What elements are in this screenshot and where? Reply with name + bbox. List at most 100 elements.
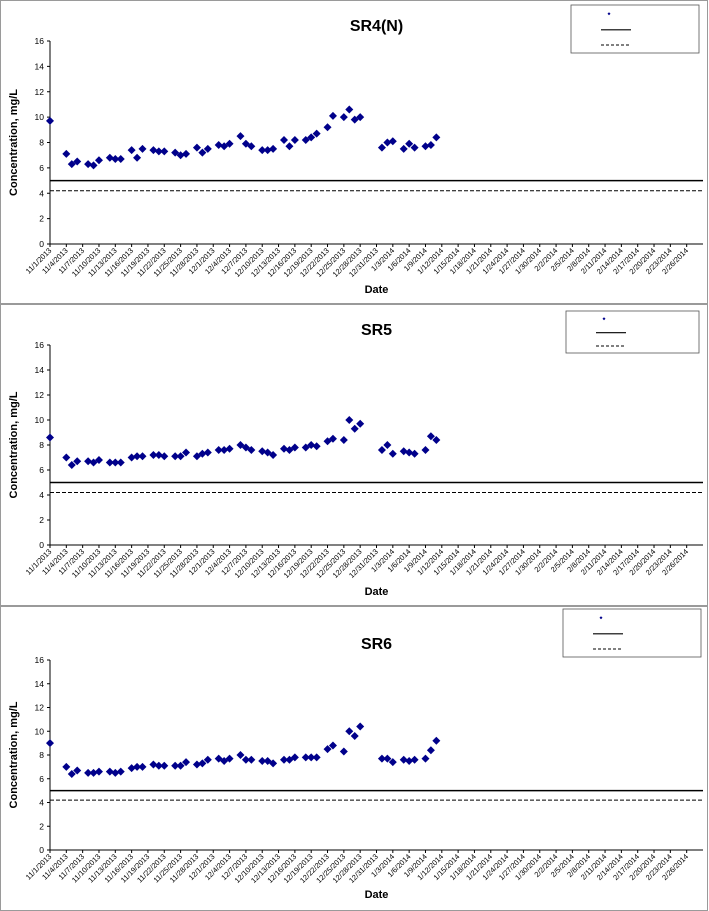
data-point <box>154 147 163 156</box>
data-point <box>388 758 397 767</box>
data-point <box>377 143 386 152</box>
y-tick-label: 6 <box>39 465 44 475</box>
data-point <box>269 144 278 153</box>
data-point <box>388 137 397 146</box>
data-point <box>350 424 359 433</box>
data-point <box>198 449 207 458</box>
y-tick-label: 6 <box>39 774 44 784</box>
data-point <box>388 449 397 458</box>
y-tick-label: 12 <box>35 703 45 713</box>
data-point <box>46 739 54 748</box>
data-point <box>138 762 147 771</box>
chart-panel-sr6: SR6 0 2 4 6 8 10 12 14 16 11/1/2013 11/4/2013 11/7/2… <box>0 606 708 911</box>
data-point <box>247 142 256 151</box>
data-point <box>149 451 158 459</box>
data-point <box>312 129 321 138</box>
data-point <box>339 436 348 444</box>
data-point <box>67 461 76 469</box>
data-point <box>258 146 267 155</box>
data-point <box>312 442 321 451</box>
data-point <box>405 139 414 148</box>
data-point <box>383 138 392 147</box>
y-tick-label: 10 <box>35 112 45 122</box>
data-point <box>225 444 234 453</box>
y-tick-label: 12 <box>35 87 45 97</box>
y-tick-label: 16 <box>35 36 45 46</box>
data-point <box>426 141 435 150</box>
data-point <box>127 453 136 462</box>
y-tick-label: 2 <box>39 515 44 525</box>
data-point <box>410 143 419 152</box>
data-point <box>421 754 430 763</box>
data-point <box>203 448 212 457</box>
y-tick-label: 14 <box>35 61 45 71</box>
data-point <box>127 764 136 773</box>
chart-svg-sr6: SR6024681012141611/1/201311/4/201311/7/2… <box>8 608 703 901</box>
data-point <box>111 458 120 467</box>
y-tick-label: 2 <box>39 821 44 831</box>
y-tick-label: 12 <box>35 390 45 400</box>
legend-marker <box>599 616 603 620</box>
data-point <box>307 441 316 449</box>
data-point <box>94 456 103 464</box>
data-point <box>301 753 310 762</box>
data-point <box>421 142 430 151</box>
y-tick-label: 10 <box>35 726 45 736</box>
data-point <box>203 144 212 153</box>
data-point <box>73 157 82 166</box>
data-point <box>225 754 234 763</box>
data-point <box>73 457 82 466</box>
data-point <box>345 105 354 114</box>
data-point <box>160 761 169 770</box>
data-point <box>241 755 250 764</box>
y-tick-label: 14 <box>35 679 45 689</box>
data-point <box>345 727 354 736</box>
data-point <box>312 753 321 762</box>
data-point <box>127 146 136 155</box>
data-point <box>182 758 191 767</box>
y-tick-label: 4 <box>39 490 44 500</box>
data-point <box>279 755 288 764</box>
data-point <box>377 446 386 454</box>
data-point <box>421 446 430 454</box>
data-point <box>410 449 419 458</box>
data-point <box>154 761 163 770</box>
data-point <box>171 761 180 770</box>
data-point <box>307 753 316 762</box>
data-point <box>339 747 348 756</box>
data-point <box>323 745 332 754</box>
data-point <box>111 154 120 163</box>
y-axis-label: Concentration, mg/L <box>8 391 20 498</box>
data-point <box>46 116 54 125</box>
data-point <box>133 762 142 771</box>
y-tick-label: 0 <box>39 239 44 249</box>
data-point <box>62 762 71 771</box>
chart-svg-sr4n: SR4(N)024681012141611/1/201311/4/201311/… <box>8 4 703 296</box>
data-point <box>89 161 98 170</box>
data-point <box>198 759 207 768</box>
data-point <box>290 753 299 762</box>
data-point <box>247 755 256 764</box>
y-tick-label: 16 <box>35 340 45 350</box>
y-tick-label: 4 <box>39 188 44 198</box>
data-point <box>149 760 158 769</box>
legend-marker <box>607 12 611 16</box>
data-point <box>111 768 120 777</box>
data-point <box>116 458 125 467</box>
data-point <box>160 147 169 156</box>
data-point <box>105 458 114 467</box>
chart-title: SR4(N) <box>350 18 403 35</box>
y-tick-label: 16 <box>35 655 45 665</box>
chart-panel-sr5: SR5 0 2 4 6 8 10 12 14 16 11/1/2013 11/4/2013 11/7/2… <box>0 304 708 606</box>
data-point <box>258 447 267 456</box>
data-point <box>356 419 365 428</box>
data-point <box>182 448 191 457</box>
y-tick-label: 8 <box>39 440 44 450</box>
data-point <box>176 452 185 461</box>
data-point <box>192 760 201 769</box>
data-point <box>236 751 245 759</box>
y-tick-label: 2 <box>39 214 44 224</box>
data-point <box>133 452 142 461</box>
data-point <box>94 156 103 165</box>
data-point <box>214 446 223 454</box>
